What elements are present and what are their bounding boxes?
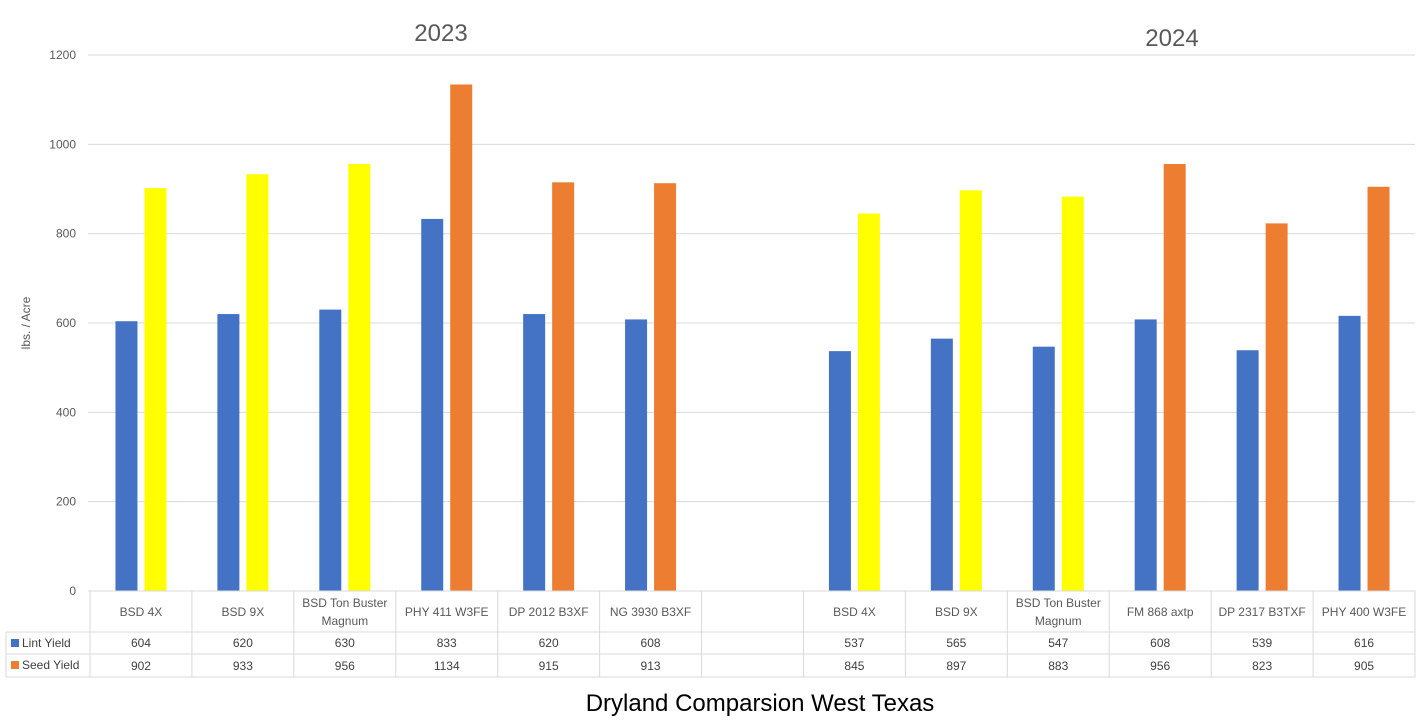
data-label-seed-yield: 1134 bbox=[434, 659, 460, 673]
data-label-lint-yield: 608 bbox=[641, 636, 661, 650]
bar-seed-yield bbox=[1061, 196, 1084, 592]
gridlines bbox=[88, 54, 1415, 503]
bar-seed-yield bbox=[450, 84, 473, 591]
y-axis-ticks: 0 200 400 600 800 1000 1200 bbox=[49, 48, 76, 598]
data-label-lint-yield: 565 bbox=[946, 636, 966, 650]
x-tick-label: BSD Ton Buster bbox=[1016, 596, 1101, 610]
bar-lint-yield bbox=[1338, 315, 1361, 591]
bar-seed-yield bbox=[144, 188, 167, 591]
bar-lint-yield bbox=[1236, 350, 1259, 591]
data-label-lint-yield: 616 bbox=[1354, 636, 1374, 650]
data-label-lint-yield: 620 bbox=[233, 636, 253, 650]
bar-lint-yield bbox=[115, 321, 138, 591]
data-label-lint-yield: 630 bbox=[335, 636, 355, 650]
x-tick-label: DP 2012 B3XF bbox=[509, 605, 589, 619]
data-label-seed-yield: 823 bbox=[1252, 659, 1272, 673]
legend-key-lint-yield bbox=[11, 639, 19, 647]
bar-seed-yield bbox=[552, 182, 575, 592]
bar-seed-yield bbox=[959, 190, 982, 591]
y-tick-label: 600 bbox=[56, 316, 76, 330]
data-table: BSD 4X 604 902 BSD 9X 620 933 BSD Ton Buster Ma… bbox=[5, 590, 1416, 678]
bar-lint-yield bbox=[828, 351, 851, 591]
bar-lint-yield bbox=[1134, 319, 1157, 591]
y-tick-label: 400 bbox=[56, 405, 76, 419]
data-label-seed-yield: 883 bbox=[1048, 659, 1068, 673]
bar-seed-yield bbox=[654, 183, 677, 591]
y-tick-label: 800 bbox=[56, 227, 76, 241]
data-label-seed-yield: 956 bbox=[1150, 659, 1170, 673]
x-tick-label: BSD 9X bbox=[935, 605, 978, 619]
data-label-seed-yield: 905 bbox=[1354, 659, 1374, 673]
bar-lint-yield bbox=[1032, 346, 1055, 591]
bar-lint-yield bbox=[421, 218, 444, 591]
x-tick-label: BSD 9X bbox=[222, 605, 265, 619]
bar-seed-yield bbox=[857, 213, 880, 592]
data-label-lint-yield: 547 bbox=[1048, 636, 1068, 650]
data-label-seed-yield: 915 bbox=[539, 659, 559, 673]
bar-seed-yield bbox=[348, 163, 371, 591]
chart-title: Dryland Comparsion West Texas bbox=[586, 690, 935, 717]
x-tick-label: FM 868 axtp bbox=[1127, 605, 1194, 619]
data-label-lint-yield: 608 bbox=[1150, 636, 1170, 650]
x-tick-label: BSD Ton Buster bbox=[302, 596, 387, 610]
x-tick-label: Magnum bbox=[1035, 614, 1082, 628]
y-tick-label: 200 bbox=[56, 495, 76, 509]
bar-seed-yield bbox=[246, 174, 269, 591]
data-label-seed-yield: 897 bbox=[946, 659, 966, 673]
group-label-2024: 2024 bbox=[1145, 25, 1198, 52]
x-tick-label: PHY 400 W3FE bbox=[1322, 605, 1406, 619]
y-tick-label: 0 bbox=[69, 584, 76, 598]
legend-key-seed-yield bbox=[11, 661, 19, 669]
data-label-lint-yield: 833 bbox=[437, 636, 457, 650]
bars bbox=[115, 84, 1390, 592]
data-label-lint-yield: 604 bbox=[131, 636, 151, 650]
x-tick-label: Magnum bbox=[321, 614, 368, 628]
y-axis-label: lbs. / Acre bbox=[19, 296, 33, 349]
legend-label-lint-yield: Lint Yield bbox=[22, 636, 71, 650]
bar-seed-yield bbox=[1367, 186, 1390, 591]
bar-lint-yield bbox=[523, 314, 546, 591]
x-tick-label: BSD 4X bbox=[833, 605, 876, 619]
data-label-seed-yield: 956 bbox=[335, 659, 355, 673]
bar-lint-yield bbox=[625, 319, 648, 591]
data-label-seed-yield: 845 bbox=[844, 659, 864, 673]
data-label-lint-yield: 620 bbox=[539, 636, 559, 650]
y-tick-label: 1200 bbox=[49, 48, 76, 62]
legend-label-seed-yield: Seed Yield bbox=[22, 658, 79, 672]
data-label-seed-yield: 933 bbox=[233, 659, 253, 673]
x-tick-label: PHY 411 W3FE bbox=[405, 605, 489, 619]
bar-seed-yield bbox=[1163, 163, 1186, 591]
data-label-seed-yield: 902 bbox=[131, 659, 151, 673]
x-tick-label: NG 3930 B3XF bbox=[610, 605, 691, 619]
bar-lint-yield bbox=[930, 338, 953, 591]
bar-lint-yield bbox=[319, 309, 342, 591]
data-label-lint-yield: 539 bbox=[1252, 636, 1272, 650]
data-label-seed-yield: 913 bbox=[641, 659, 661, 673]
y-tick-label: 1000 bbox=[49, 137, 76, 151]
x-tick-label: DP 2317 B3TXF bbox=[1219, 605, 1306, 619]
data-label-lint-yield: 537 bbox=[844, 636, 864, 650]
x-tick-label: BSD 4X bbox=[120, 605, 163, 619]
bar-lint-yield bbox=[217, 314, 240, 591]
group-label-2023: 2023 bbox=[414, 20, 467, 47]
bar-seed-yield bbox=[1265, 223, 1288, 592]
